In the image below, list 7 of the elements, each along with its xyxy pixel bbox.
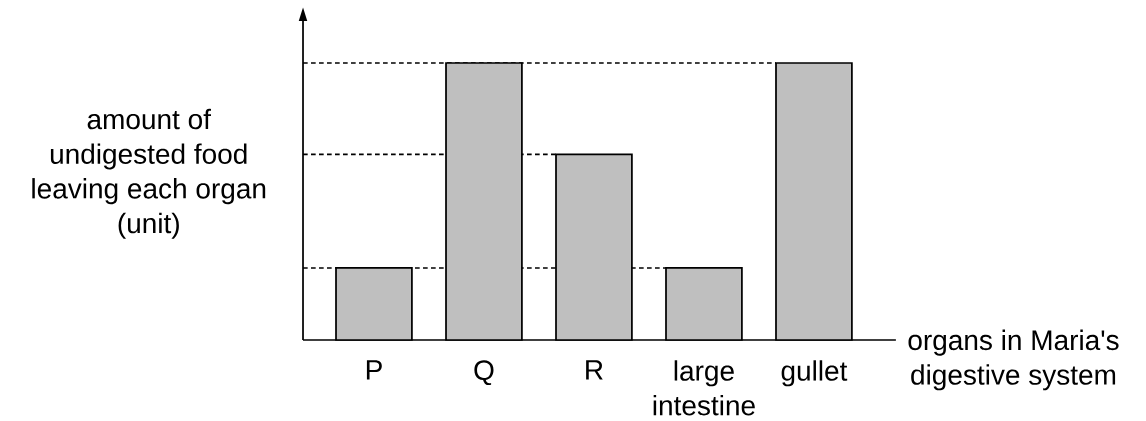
x-axis-title: organs in Maria's digestive system [908, 329, 1119, 391]
x-tick-label: Q [474, 360, 494, 386]
x-tick-label: R [586, 360, 603, 380]
x-tick-label: gullet [781, 360, 848, 387]
x-tick-label: P [366, 360, 382, 380]
y-axis-title: amount of undigested food leaving each organ (unit) [32, 108, 266, 239]
x-tick-label: large intestine [653, 360, 755, 416]
